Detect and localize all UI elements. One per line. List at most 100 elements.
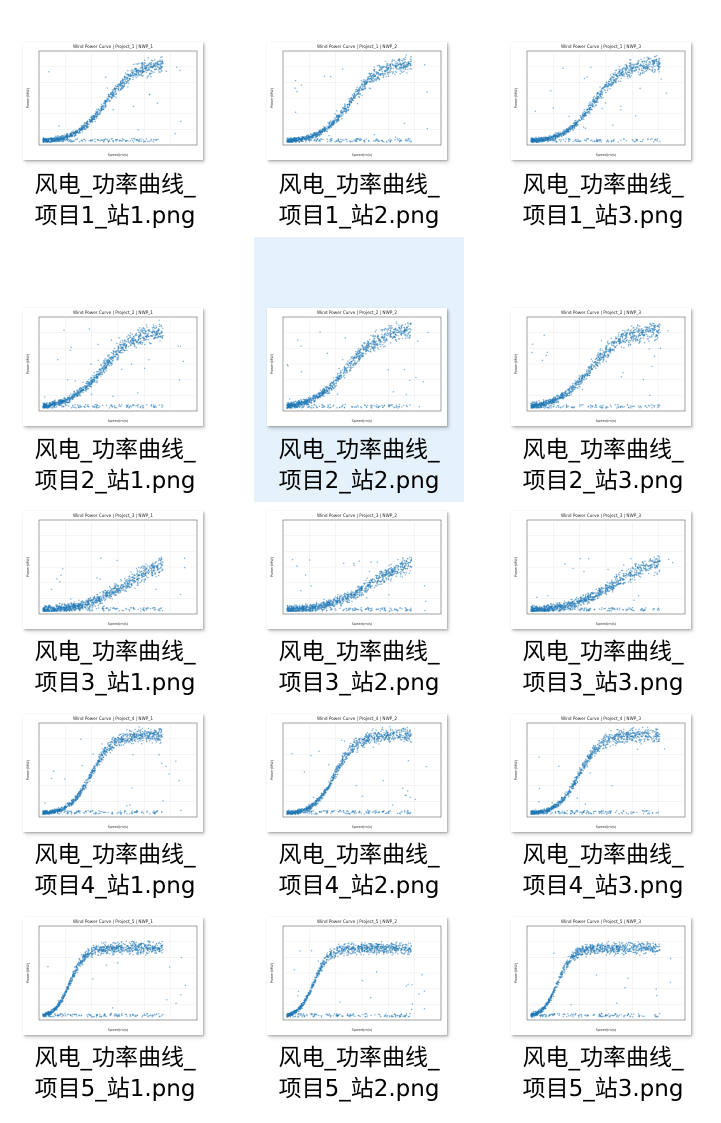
scatter-point [597,95,600,98]
scatter-point [120,348,123,350]
scatter-point [568,115,570,118]
scatter-point [118,86,120,88]
scatter-point [87,404,89,406]
scatter-point [300,345,302,347]
scatter-point [147,338,150,341]
scatter-point [65,138,68,141]
scatter-point [335,121,338,123]
scatter-point [655,58,657,61]
scatter-point [311,135,314,137]
scatter-point [91,115,94,117]
scatter-point [161,63,164,65]
scatter-point [561,132,563,134]
scatter-point [108,353,111,356]
scatter-point [398,60,401,63]
scatter-point [660,78,662,80]
scatter-point [368,78,371,80]
scatter-point [60,402,62,405]
scatter-point [654,69,657,71]
scatter-point [66,138,69,141]
scatter-point [590,105,593,107]
file-item-project1-station2[interactable]: Wind Power Curve | Project_1 | NWP_2 Spee… [254,30,464,240]
scatter-point [638,67,640,69]
scatter-point [297,139,299,141]
scatter-points [286,54,429,143]
scatter-point [60,136,63,138]
scatter-point [587,137,589,140]
scatter-point [130,406,133,408]
scatter-point [63,400,65,403]
image-thumbnail: Wind Power Curve | Project_2 | NWP_2 Spee… [267,308,447,426]
scatter-point [378,66,381,68]
scatter-point [115,93,117,95]
scatter-point [618,68,620,71]
scatter-point [617,80,620,83]
scatter-point [336,118,339,121]
scatter-point [160,66,163,69]
scatter-point [381,70,383,73]
file-item-project2-station1[interactable]: Wind Power Curve | Project_2 | NWP_1 Spee… [10,237,220,502]
scatter-point [98,405,101,407]
scatter-point [45,402,48,405]
scatter-point [356,86,358,89]
scatter-point [348,102,351,104]
scatter-point [155,327,157,329]
scatter-point [70,407,73,409]
scatter-point [73,131,76,134]
scatter-point [355,88,357,91]
scatter-point [47,405,49,407]
scatter-point [595,104,597,106]
scatter-point [72,395,74,397]
scatter-point [552,139,554,142]
scatter-point [331,137,333,140]
scatter-point [350,369,352,372]
scatter-point [554,139,557,141]
scatter-point [159,56,162,59]
scatter-point [627,74,629,77]
scatter-point [612,72,614,75]
scatter-point [328,134,330,137]
scatter-point [148,341,151,344]
scatter-point [397,63,399,66]
scatter-point [372,349,375,351]
scatter-point [601,91,603,93]
scatter-point [353,139,355,141]
scatter-point [81,389,83,392]
scatter-point [321,128,323,131]
scatter-point [151,59,153,62]
scatter-point [88,118,91,121]
scatter-point [339,378,342,380]
scatter-point [403,368,406,371]
scatter-point [610,139,613,142]
scatter-point [159,335,162,338]
scatter-point [359,86,361,89]
scatter-point [79,131,82,134]
scatter-point [76,137,79,140]
scatter-point [361,89,364,91]
scatter-point [55,402,58,404]
file-item-project1-station1[interactable]: Wind Power Curve | Project_1 | NWP_1 Spee… [10,30,220,240]
scatter-point [71,398,73,400]
file-item-project2-station2[interactable]: Wind Power Curve | Project_2 | NWP_2 Spee… [254,237,464,502]
scatter-point [641,61,644,63]
scatter-point [361,86,364,89]
scatter-point [385,65,388,67]
scatter-point [346,105,349,108]
scatter-point [93,379,96,381]
scatter-point [409,64,412,66]
scatter-point [126,77,129,79]
scatter-point [102,362,104,365]
scatter-point [537,136,540,138]
scatter-point [418,405,421,408]
scatter-point [646,68,649,71]
scatter-point [146,140,149,143]
scatter-point [118,403,121,406]
scatter-point [112,93,114,96]
file-item-project1-station3[interactable]: Wind Power Curve | Project_1 | NWP_3 Spee… [498,30,708,240]
scatter-point [294,87,296,89]
scatter-point [115,87,118,90]
scatter-point [111,405,113,408]
scatter-point [389,342,392,344]
scatter-point [596,99,598,102]
scatter-point [588,110,590,113]
